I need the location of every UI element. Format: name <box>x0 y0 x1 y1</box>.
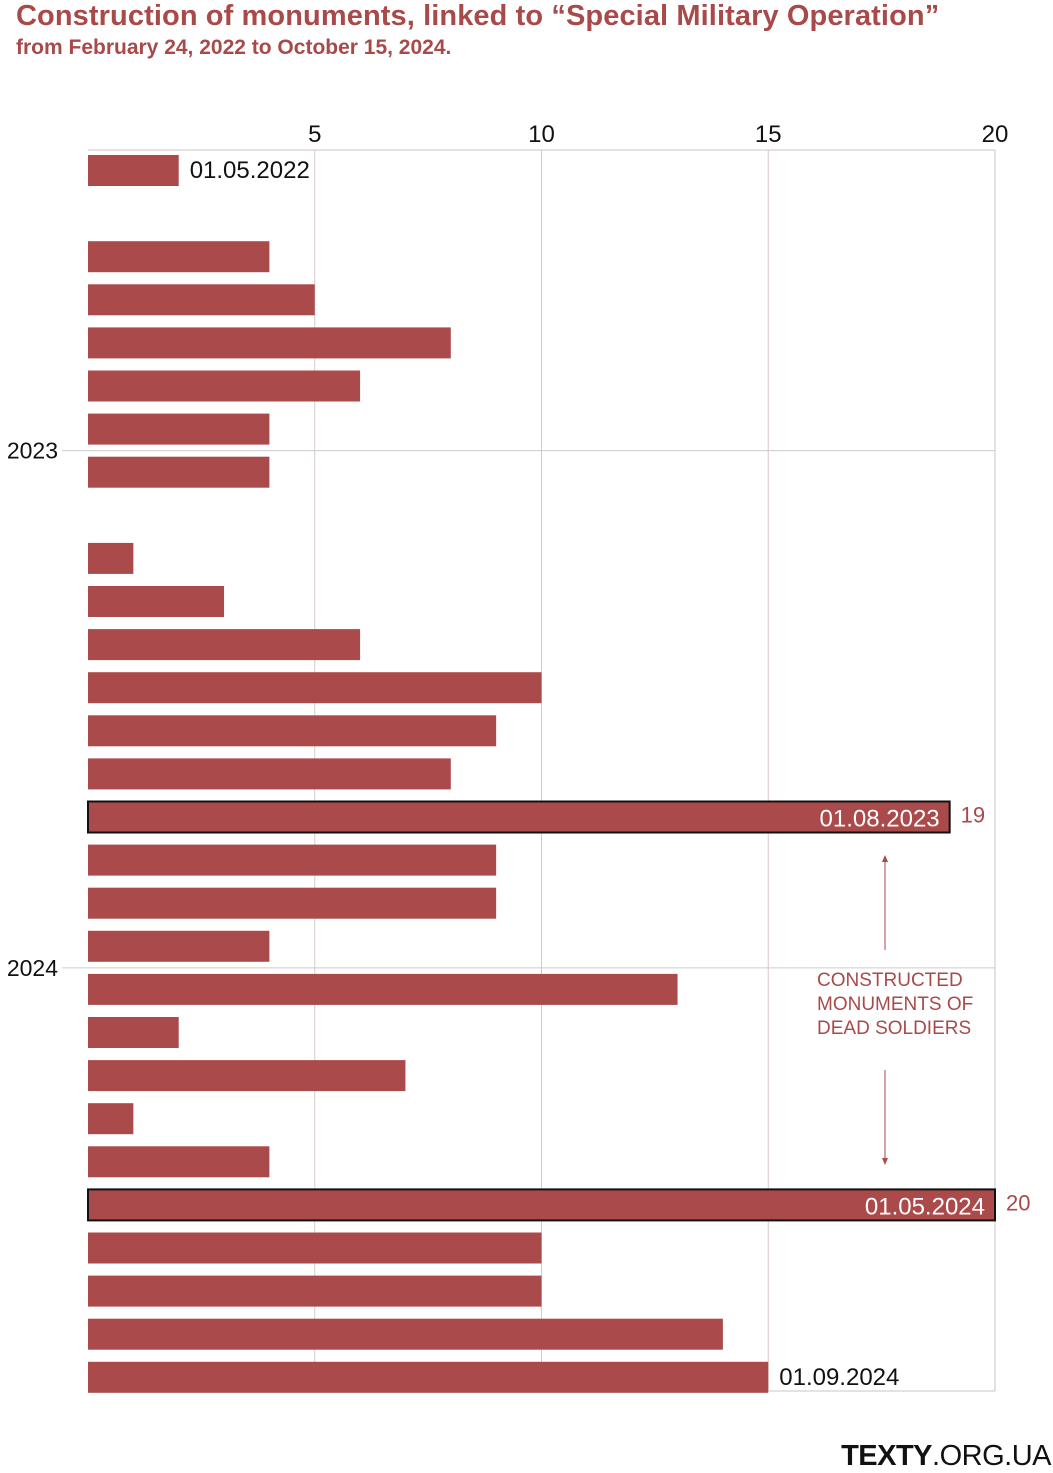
bar <box>88 973 678 1005</box>
bar <box>88 241 270 273</box>
bar-date-label: 01.05.2024 <box>865 1193 985 1220</box>
bar <box>88 1146 270 1178</box>
bar <box>88 284 315 316</box>
bar <box>87 1188 996 1222</box>
bar <box>87 800 951 834</box>
bar <box>88 1275 542 1307</box>
bar <box>88 370 361 402</box>
x-tick-label: 10 <box>528 121 555 148</box>
bar <box>88 758 451 790</box>
bar-date-label: 01.08.2023 <box>820 806 940 833</box>
bar-date-label: 01.05.2022 <box>190 157 310 184</box>
bar <box>88 1017 179 1048</box>
bar <box>88 1361 769 1393</box>
bar-value-label: 20 <box>1006 1190 1030 1215</box>
bar <box>88 413 270 445</box>
bar <box>88 887 497 919</box>
annotation-text: CONSTRUCTED <box>817 970 963 991</box>
bar <box>88 327 451 359</box>
chart-subtitle: from February 24, 2022 to October 15, 20… <box>16 36 452 59</box>
bar <box>88 1103 134 1135</box>
brand-name: TEXTY <box>841 1440 933 1472</box>
annotation-text: DEAD SOLDIERS <box>817 1018 971 1039</box>
brand-logo: TEXTY.ORG.UA <box>841 1440 1051 1473</box>
bar <box>88 456 270 488</box>
bar <box>88 586 225 617</box>
bar <box>88 1232 542 1264</box>
brand-domain: .ORG.UA <box>932 1440 1051 1472</box>
chart-title: Construction of monuments, linked to “Sp… <box>16 0 940 32</box>
bar-value-label: 19 <box>961 803 985 828</box>
annotation-arrowhead-up <box>882 855 888 862</box>
annotation-arrowhead-down <box>882 1158 888 1165</box>
bar-date-label: 01.09.2024 <box>779 1364 899 1391</box>
year-label: 2023 <box>7 438 58 464</box>
bar <box>88 1318 723 1350</box>
x-tick-label: 5 <box>308 121 321 148</box>
x-tick-label: 20 <box>982 121 1009 148</box>
bar <box>88 930 270 962</box>
bar <box>88 844 497 876</box>
x-tick-label: 15 <box>755 121 782 148</box>
year-label: 2024 <box>7 955 58 981</box>
bar <box>88 155 179 186</box>
bar <box>88 629 361 661</box>
annotation-text: MONUMENTS OF <box>817 994 973 1015</box>
bar <box>88 542 134 574</box>
bar <box>88 672 542 704</box>
bar <box>88 1060 406 1092</box>
bar <box>88 715 497 747</box>
